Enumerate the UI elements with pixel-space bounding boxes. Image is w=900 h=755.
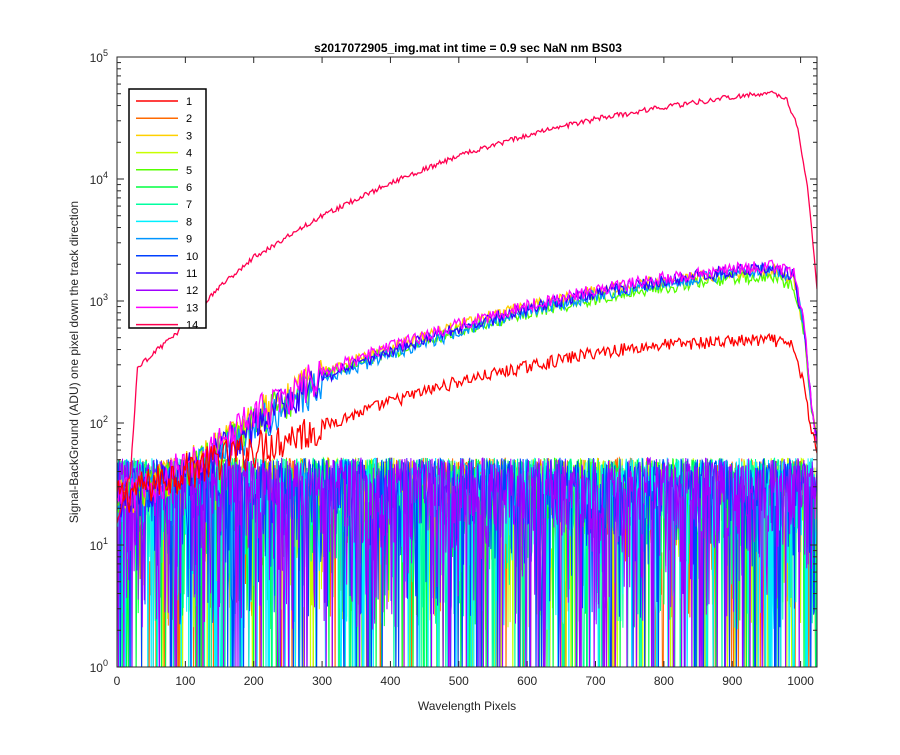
legend-label: 1: [186, 96, 192, 108]
y-tick-exponent: 2: [103, 414, 108, 424]
x-tick-label: 500: [449, 674, 469, 688]
y-tick-base: 10: [90, 51, 104, 65]
series-line-13: [117, 259, 817, 511]
x-tick-label: 800: [654, 674, 674, 688]
legend-label: 7: [186, 199, 192, 211]
y-tick-base: 10: [90, 173, 104, 187]
x-tick-label: 200: [244, 674, 264, 688]
x-axis-label: Wavelength Pixels: [418, 699, 516, 713]
y-tick-label: 100: [90, 658, 108, 675]
legend-box: [128, 88, 207, 329]
legend-label: 2: [186, 113, 192, 125]
legend-label: 13: [186, 302, 198, 314]
legend-label: 5: [186, 165, 192, 177]
legend-label: 11: [186, 268, 197, 280]
series-line-1: [117, 332, 817, 513]
y-tick-label: 101: [90, 536, 108, 553]
legend-label: 3: [186, 130, 192, 142]
x-tick-label: 300: [312, 674, 332, 688]
y-tick-exponent: 3: [103, 292, 108, 302]
y-tick-exponent: 0: [103, 658, 108, 668]
chart-title: s2017072905_img.mat int time = 0.9 sec N…: [314, 41, 622, 55]
y-tick-label: 102: [90, 414, 108, 431]
legend-label: 14: [186, 320, 198, 332]
series-layer: [117, 90, 817, 667]
y-tick-exponent: 1: [103, 536, 108, 546]
y-tick-label: 105: [90, 48, 108, 65]
series-line-14: [117, 90, 817, 524]
x-tick-label: 600: [517, 674, 537, 688]
x-tick-label: 400: [380, 674, 400, 688]
x-tick-label: 700: [586, 674, 606, 688]
y-tick-exponent: 5: [103, 48, 108, 58]
y-tick-base: 10: [90, 539, 104, 553]
y-tick-label: 104: [90, 170, 108, 187]
legend-label: 9: [186, 234, 192, 246]
legend-label: 12: [186, 285, 198, 297]
x-tick-label: 100: [175, 674, 195, 688]
x-tick-label: 900: [722, 674, 742, 688]
legend-label: 8: [186, 216, 192, 228]
series-line-12: [117, 456, 817, 667]
y-tick-base: 10: [90, 295, 104, 309]
legend-label: 6: [186, 182, 192, 194]
y-tick-label: 103: [90, 292, 108, 309]
y-tick-base: 10: [90, 417, 104, 431]
plot-frame: [116, 56, 818, 668]
x-axis: 0 100 200 300 400 500 600 700 800 900 1000: [114, 57, 814, 688]
legend-label: 10: [186, 251, 198, 263]
legend-label: 4: [186, 148, 192, 160]
x-tick-label: 0: [114, 674, 121, 688]
y-tick-exponent: 4: [103, 170, 108, 180]
y-axis-label: Signal-BackGround (ADU) one pixel down t…: [67, 201, 81, 523]
y-tick-base: 10: [90, 661, 104, 675]
x-tick-label: 1000: [787, 674, 814, 688]
